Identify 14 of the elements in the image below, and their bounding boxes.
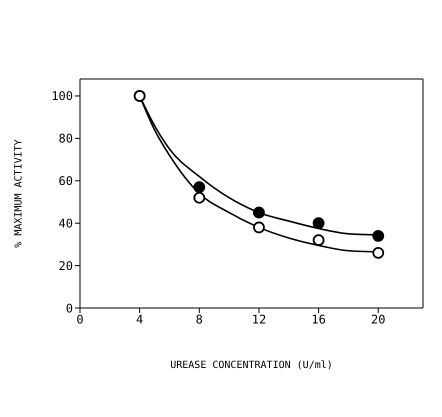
x-axis-title: UREASE CONCENTRATION (U/ml) xyxy=(170,360,333,371)
x-tick-label: 0 xyxy=(76,312,84,327)
y-tick-label: 0 xyxy=(66,301,73,316)
y-axis-title: % MAXIMUM ACTIVITY xyxy=(14,139,25,248)
x-tick-label: 20 xyxy=(371,312,386,327)
y-tick-label: 100 xyxy=(51,89,73,104)
y-tick-label: 20 xyxy=(58,258,73,273)
x-tick-label: 12 xyxy=(252,312,266,327)
y-tick-label: 80 xyxy=(58,132,73,146)
y-tick-label: 40 xyxy=(58,216,73,230)
x-tick-label: 16 xyxy=(311,312,326,327)
x-tick-label: 8 xyxy=(196,312,203,327)
y-tick-label: 60 xyxy=(58,174,73,188)
x-tick-label: 4 xyxy=(136,312,144,327)
